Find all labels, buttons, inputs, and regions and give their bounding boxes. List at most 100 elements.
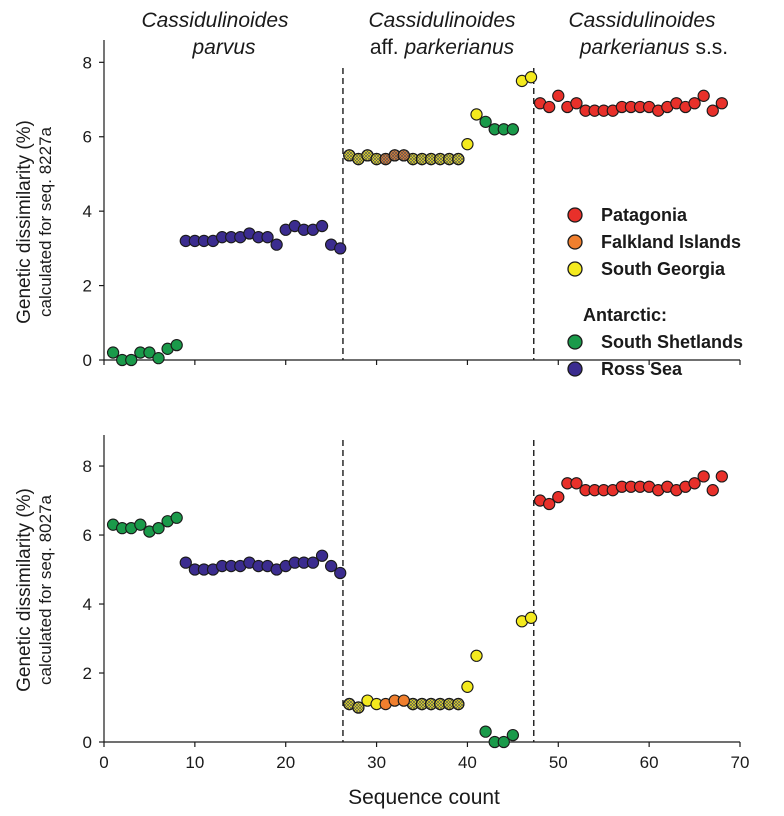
legend-label: Ross Sea	[601, 359, 683, 379]
legend-label: Patagonia	[601, 205, 688, 225]
data-point	[125, 353, 138, 367]
header-line2: parvus	[191, 36, 256, 59]
data-point	[261, 231, 274, 244]
data-point-hatch	[452, 152, 465, 166]
data-point	[715, 470, 728, 483]
y-tick-label: 6	[83, 526, 92, 545]
bottom-panel: 0 2 4 6 8 0 10 20 30 40 50 60 70	[83, 435, 750, 772]
legend-item-patagonia: Patagonia	[567, 205, 688, 225]
header-part: parkerianus	[579, 36, 690, 59]
data-point	[697, 470, 710, 483]
x-tick-label: 40	[458, 753, 477, 772]
data-point	[324, 559, 338, 573]
data-point	[688, 97, 701, 110]
legend-item-falkland: Falkland Islands	[567, 232, 741, 252]
data-point	[106, 346, 120, 359]
data-point	[570, 477, 583, 490]
x-tick-label: 60	[640, 753, 659, 772]
legend-item-ross-sea: Ross Sea	[567, 359, 683, 379]
header-part: parkerianus	[403, 36, 514, 59]
legend-heading-antarctic: Antarctic:	[583, 305, 667, 325]
legend-label: South Georgia	[601, 259, 726, 279]
bottom-y-title: Genetic dissimilarity (%) calculated for…	[14, 488, 55, 692]
group-header-parkerianus-ss: Cassidulinoides parkerianus s.s.	[568, 9, 728, 59]
legend-swatch	[567, 361, 583, 377]
x-tick-label: 0	[99, 753, 108, 772]
y-tick-label: 8	[83, 53, 92, 72]
group-header-aff-parkerianus: Cassidulinoides aff. parkerianus	[368, 9, 516, 59]
data-point	[315, 219, 329, 233]
data-point	[334, 242, 347, 255]
legend-item-south-georgia: South Georgia	[567, 259, 726, 279]
data-point	[306, 556, 320, 569]
header-line2: aff. parkerianus	[370, 36, 515, 59]
data-point	[479, 725, 492, 738]
y-tick-label: 2	[83, 277, 92, 296]
legend-swatch	[567, 261, 583, 277]
data-point	[134, 518, 147, 531]
data-point	[706, 484, 719, 497]
data-point	[179, 556, 192, 569]
x-tick-label: 10	[185, 753, 204, 772]
data-point	[170, 511, 183, 524]
data-point	[479, 115, 492, 129]
data-point	[270, 238, 283, 251]
data-point	[152, 521, 165, 535]
top-y-title: Genetic dissimilarity (%) calculated for…	[14, 120, 55, 324]
legend-swatch	[567, 334, 583, 350]
y-tick-label: 0	[83, 733, 92, 752]
data-point	[143, 346, 156, 359]
legend: Patagonia Falkland Islands South Georgia…	[567, 205, 743, 379]
data-point	[506, 123, 520, 136]
x-tick-label: 30	[367, 753, 386, 772]
data-point	[543, 497, 556, 511]
data-point	[506, 728, 520, 742]
data-point	[715, 97, 728, 110]
data-point	[570, 97, 583, 110]
x-axis-label: Sequence count	[348, 786, 500, 809]
data-point-hatch	[352, 701, 365, 714]
header-part: parvus	[191, 36, 256, 59]
data-point	[315, 549, 329, 562]
data-point	[170, 338, 183, 352]
legend-swatch	[567, 234, 583, 250]
data-point	[152, 351, 165, 365]
x-tick-label: 50	[549, 753, 568, 772]
header-line2: parkerianus s.s.	[579, 36, 728, 59]
y-tick-label: 0	[83, 351, 92, 370]
data-point-hatch	[452, 697, 465, 711]
y-axis-label: Genetic dissimilarity (%)	[14, 488, 35, 692]
data-point	[470, 108, 483, 121]
data-point	[334, 566, 347, 580]
header-part: s.s.	[690, 36, 729, 59]
header-line1: Cassidulinoides	[368, 9, 516, 32]
header-line1: Cassidulinoides	[568, 9, 716, 32]
x-tick-label: 70	[731, 753, 750, 772]
data-point	[470, 649, 483, 662]
data-point	[543, 100, 556, 114]
data-point	[397, 694, 410, 707]
data-point	[524, 71, 538, 84]
data-point	[461, 680, 474, 693]
legend-label: Falkland Islands	[601, 232, 741, 252]
group-header-parvus: Cassidulinoides parvus	[141, 9, 289, 59]
header-line1: Cassidulinoides	[141, 9, 289, 32]
data-point-hatch	[397, 149, 410, 162]
y-axis-label: Genetic dissimilarity (%)	[14, 120, 35, 324]
header-part: aff.	[370, 36, 405, 59]
data-point	[552, 89, 565, 102]
data-point	[552, 490, 565, 504]
data-point	[688, 477, 701, 490]
y-tick-label: 4	[83, 595, 92, 614]
data-point	[697, 89, 710, 102]
y-tick-label: 2	[83, 664, 92, 683]
y-axis-sublabel: calculated for seq. 8027a	[36, 494, 55, 685]
legend-swatch	[567, 207, 583, 223]
y-tick-label: 6	[83, 128, 92, 147]
x-tick-label: 20	[276, 753, 295, 772]
data-point	[706, 104, 719, 117]
y-tick-label: 4	[83, 202, 92, 221]
data-point	[461, 138, 474, 151]
